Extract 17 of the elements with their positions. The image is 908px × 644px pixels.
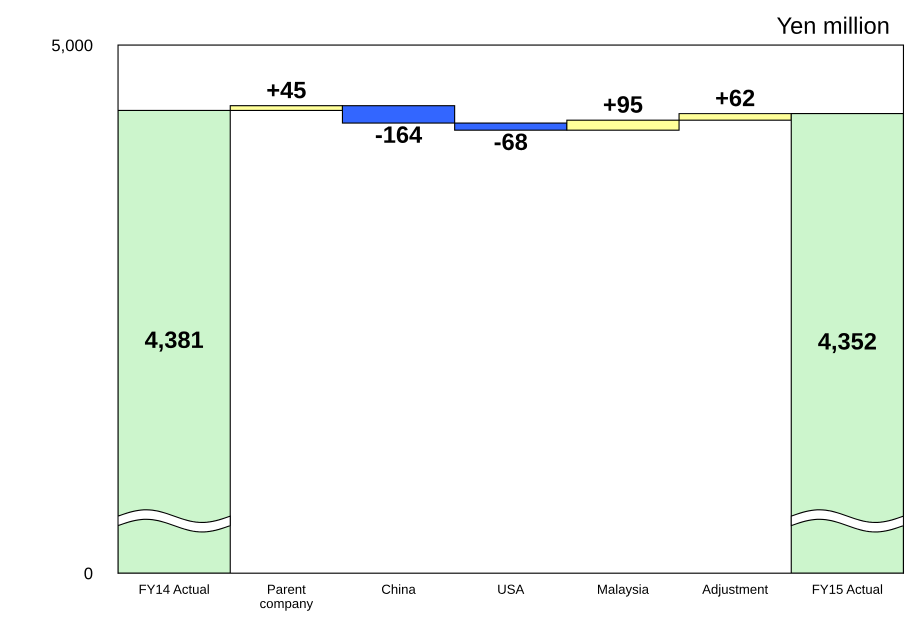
data-label: +95 [604, 96, 642, 113]
data-label: 4,381 [144, 331, 204, 352]
data-label: 4,352 [818, 332, 876, 354]
data-label: -164 [376, 126, 422, 144]
data-label: +45 [267, 82, 306, 98]
x-tick-label: FY14 Actual [140, 584, 209, 594]
text: Yen million [777, 16, 888, 34]
x-tick-label: Malaysia [598, 584, 649, 597]
data-label: +62 [716, 90, 754, 106]
x-tick-label: FY15 Actual [812, 584, 882, 594]
data-label: -68 [494, 133, 528, 150]
x-tick-label: Adjustment [702, 584, 768, 597]
x-tick-label: Parent company [260, 584, 314, 611]
x-tick-label: China [382, 584, 416, 594]
y-tick-label: 0 [84, 568, 92, 580]
y-tick-label: 5,000 [52, 39, 92, 54]
x-tick-label: USA [498, 584, 524, 594]
